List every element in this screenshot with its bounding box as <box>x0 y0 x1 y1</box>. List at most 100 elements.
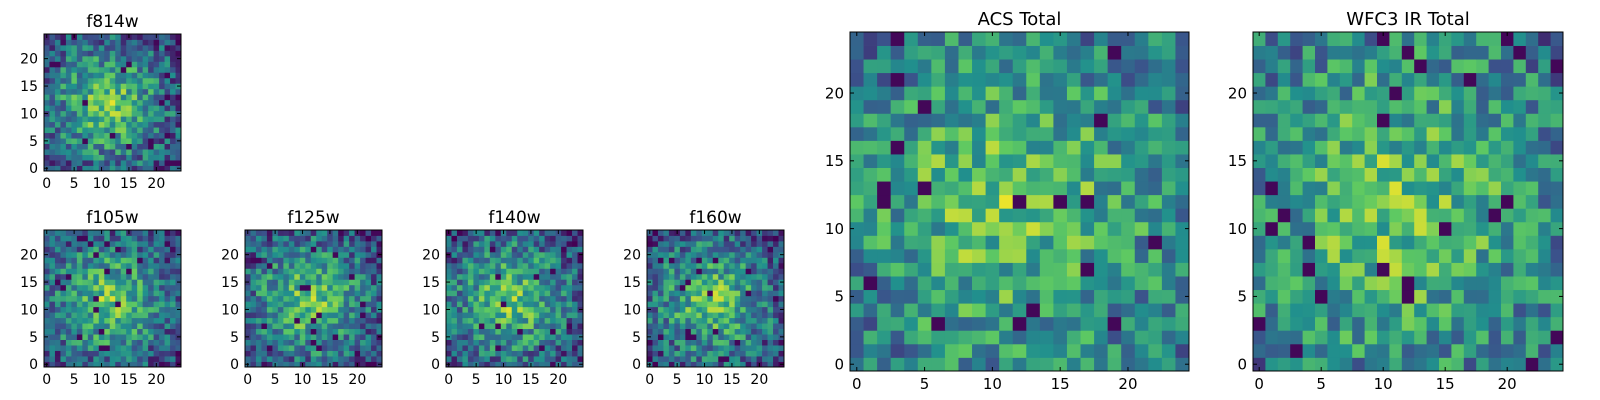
heatmap-cell <box>71 312 78 319</box>
heatmap-cell <box>1290 86 1303 101</box>
heatmap-cell <box>451 240 458 247</box>
heatmap-cell <box>572 284 578 291</box>
heatmap-cell <box>126 284 133 291</box>
heatmap-cell <box>467 306 474 313</box>
heatmap-cell <box>1426 154 1440 168</box>
y-tick-label: 15 <box>825 152 844 170</box>
heatmap-cell <box>1265 289 1279 304</box>
heatmap-cell <box>332 268 339 275</box>
heatmap-cell <box>489 235 496 242</box>
heatmap-cell <box>87 257 94 264</box>
heatmap-cell <box>137 268 144 275</box>
heatmap-cell <box>495 339 502 346</box>
heatmap-cell <box>762 230 768 236</box>
heatmap-cell <box>305 328 312 335</box>
heatmap-cell <box>663 356 670 362</box>
heatmap-cell <box>87 149 94 155</box>
heatmap-cell <box>44 345 50 351</box>
heatmap-cell <box>305 312 312 319</box>
heatmap-cell <box>120 34 127 40</box>
heatmap-cell <box>76 284 83 291</box>
heatmap-cell <box>65 284 72 291</box>
heatmap-cell <box>958 343 973 358</box>
heatmap-cell <box>657 301 664 308</box>
heatmap-cell <box>159 328 165 335</box>
heatmap-cell <box>522 295 529 302</box>
heatmap-cell <box>489 356 496 362</box>
heatmap-cell <box>1066 343 1081 358</box>
heatmap-cell <box>288 230 295 236</box>
heatmap-cell <box>1094 248 1109 263</box>
heatmap-cell <box>674 334 681 340</box>
heatmap-cell <box>294 328 301 335</box>
heatmap-cell <box>958 248 973 263</box>
heatmap-cell <box>1039 330 1054 345</box>
heatmap-cell <box>734 306 741 313</box>
heatmap-cell <box>767 317 774 324</box>
heatmap-cell <box>1389 316 1403 331</box>
heatmap-cell <box>1066 276 1081 291</box>
heatmap-cell <box>93 235 100 242</box>
heatmap-cell <box>652 240 659 247</box>
heatmap-cell <box>446 350 452 357</box>
heatmap-cell <box>266 350 273 357</box>
heatmap-cell <box>1439 140 1452 155</box>
heatmap-cell <box>528 284 535 291</box>
heatmap-cell <box>142 312 149 319</box>
heatmap-cell <box>1476 221 1489 236</box>
heatmap-cell <box>958 208 973 223</box>
panel-title: f140w <box>488 208 540 228</box>
heatmap-cell <box>1463 59 1477 74</box>
heatmap-cell <box>1513 248 1527 263</box>
heatmap-cell <box>723 295 730 302</box>
heatmap-cell <box>451 295 458 302</box>
heatmap-cell <box>1339 86 1353 101</box>
heatmap-cell <box>104 72 111 79</box>
heatmap-cell <box>701 328 708 335</box>
heatmap-cell <box>931 99 946 114</box>
heatmap-cell <box>343 306 350 313</box>
heatmap-cell <box>148 323 154 330</box>
heatmap-cell <box>1253 167 1266 182</box>
heatmap-cell <box>446 312 452 319</box>
heatmap-cell <box>104 361 111 368</box>
heatmap-cell <box>539 356 546 362</box>
heatmap-cell <box>577 284 584 291</box>
heatmap-cell <box>371 356 377 362</box>
heatmap-cell <box>473 350 480 357</box>
heatmap-cell <box>327 334 334 340</box>
heatmap-cell <box>266 284 273 291</box>
heatmap-cell <box>82 55 89 62</box>
heatmap-cell <box>98 317 105 324</box>
heatmap-cell <box>863 330 878 345</box>
heatmap-cell <box>467 251 474 258</box>
heatmap-cell <box>76 334 83 340</box>
heatmap-cell <box>473 273 480 280</box>
heatmap-cell <box>473 246 480 253</box>
heatmap-cell <box>332 339 339 346</box>
heatmap-cell <box>1538 357 1551 372</box>
heatmap-cell <box>277 246 284 253</box>
heatmap-cell <box>985 276 1000 291</box>
heatmap-cell <box>109 290 116 297</box>
heatmap-cell <box>310 295 317 302</box>
heatmap-cell <box>71 284 78 291</box>
heatmap-cell <box>175 121 182 128</box>
x-tick-label: 15 <box>522 372 540 388</box>
heatmap-cell <box>266 361 273 368</box>
heatmap-cell <box>1538 262 1551 277</box>
heatmap-cell <box>489 328 496 335</box>
heatmap-cell <box>1352 330 1365 345</box>
heatmap-cell <box>734 273 741 280</box>
heatmap-cell <box>245 262 251 269</box>
heatmap-cell <box>272 350 279 357</box>
heatmap-cell <box>657 251 664 258</box>
heatmap-cell <box>1039 248 1054 263</box>
heatmap-cell <box>87 72 94 79</box>
heatmap-cell <box>1134 235 1149 250</box>
heatmap-cell <box>467 273 474 280</box>
heatmap-cell <box>142 121 149 128</box>
heatmap-cell <box>137 312 144 319</box>
heatmap-cell <box>1401 289 1415 304</box>
heatmap-cell <box>354 262 361 269</box>
